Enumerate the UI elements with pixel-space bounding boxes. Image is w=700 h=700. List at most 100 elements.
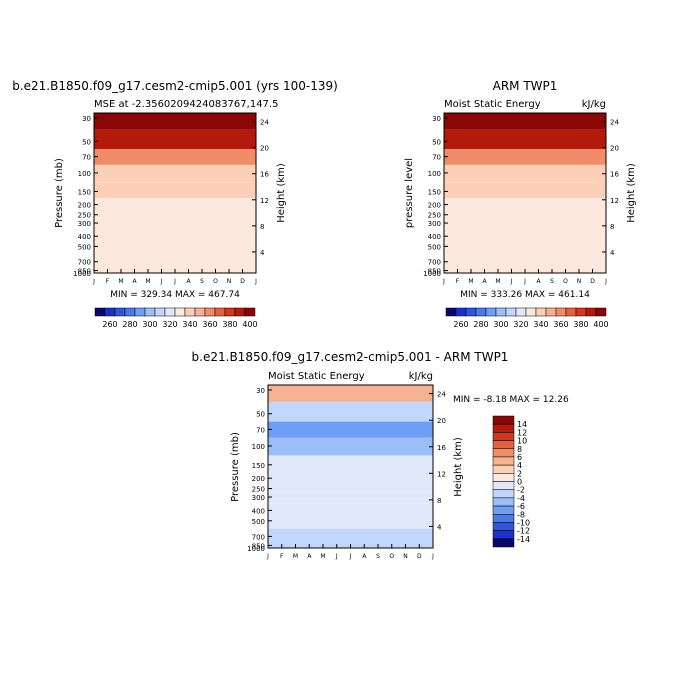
pressure-tick-label: 300 (252, 494, 265, 502)
height-tick-label: 16 (437, 444, 446, 452)
contour-band (94, 229, 256, 242)
contour-band (268, 528, 433, 541)
height-tick-label: 16 (610, 171, 619, 179)
pressure-tick-label: 700 (252, 533, 265, 541)
colorbar-label: -10 (517, 518, 530, 527)
pressure-tick-label: 250 (252, 486, 265, 494)
diff-height-label: Height (km) (453, 437, 464, 497)
colorbar-swatch (174, 307, 186, 317)
colorbar-label: 320 (513, 320, 528, 329)
month-tick-label: M (320, 553, 325, 560)
colorbar-swatch (492, 530, 515, 540)
colorbar-swatch (595, 307, 607, 317)
contour-band (444, 148, 606, 165)
colorbar-label: 380 (573, 320, 588, 329)
height-tick-label: 16 (260, 171, 269, 179)
month-tick-label: A (362, 553, 367, 560)
height-tick-label: 4 (610, 249, 615, 257)
model-title: b.e21.B1850.f09_g17.cesm2-cmip5.001 (yrs… (12, 79, 338, 93)
colorbar-swatch (492, 481, 515, 490)
colorbar-swatch (492, 489, 515, 499)
contour-band (268, 421, 433, 438)
month-tick-label: M (145, 278, 150, 285)
colorbar-swatch (565, 307, 577, 317)
obs-title: ARM TWP1 (493, 79, 558, 93)
pressure-tick-label: 30 (256, 387, 265, 395)
contour-band (94, 129, 256, 149)
pressure-tick-label: 850 (428, 268, 441, 276)
month-tick-label: J (254, 278, 257, 285)
month-tick-label: J (604, 278, 607, 285)
obs-height-ticks: 4 8 12 16 20 24 (602, 119, 619, 257)
month-tick-label: D (240, 278, 245, 285)
month-tick-label: F (280, 553, 284, 560)
pressure-tick-label: 70 (256, 426, 265, 434)
obs-height-label: Height (km) (626, 163, 637, 223)
colorbar-label: 400 (593, 320, 608, 329)
colorbar-swatch (492, 423, 515, 433)
pressure-tick-label: 1000 (423, 270, 441, 278)
contour-band (268, 471, 433, 484)
month-tick-label: J (431, 553, 434, 560)
month-tick-label: F (106, 278, 110, 285)
pressure-tick-label: 250 (78, 212, 91, 220)
pressure-tick-label: 500 (428, 243, 441, 251)
colorbar-swatch (492, 514, 515, 523)
contour-band (94, 182, 256, 198)
height-tick-label: 20 (610, 145, 619, 153)
contour-band (94, 241, 256, 255)
contour-band (444, 209, 606, 219)
colorbar-swatch (194, 307, 206, 317)
pressure-tick-label: 50 (256, 411, 265, 419)
contour-band (268, 385, 433, 402)
pressure-tick-label: 30 (82, 115, 91, 123)
height-tick-label: 8 (437, 497, 441, 505)
colorbar-label: 340 (182, 320, 197, 329)
colorbar-swatch (492, 505, 515, 515)
month-tick-label: J (266, 553, 269, 560)
pressure-tick-label: 150 (252, 462, 265, 470)
pressure-tick-label: 30 (432, 115, 441, 123)
month-tick-label: M (495, 278, 500, 285)
pressure-tick-label: 200 (252, 475, 265, 483)
contour-band (268, 492, 433, 504)
pressure-tick-label: 1000 (73, 270, 91, 278)
contour-band (444, 182, 606, 198)
colorbar-label: 340 (533, 320, 548, 329)
month-tick-label: S (376, 553, 380, 560)
pressure-tick-label: 500 (78, 243, 91, 251)
obs-panel: ARM TWP1 Moist Static Energy kJ/kg 10008… (404, 79, 637, 329)
colorbar-swatch (234, 307, 246, 317)
colorbar-label: -12 (517, 527, 530, 536)
pressure-tick-label: 50 (82, 138, 91, 146)
colorbar-swatch (104, 307, 116, 317)
month-tick-label: D (590, 278, 595, 285)
pressure-tick-label: 400 (78, 233, 91, 241)
height-tick-label: 4 (437, 523, 442, 531)
colorbar-label: -6 (517, 502, 525, 511)
contour-band (268, 503, 433, 516)
model-ylabel: Pressure (mb) (54, 158, 65, 228)
pressure-tick-label: 850 (252, 542, 265, 550)
colorbar-swatch (492, 440, 515, 449)
month-tick-label: J (523, 278, 526, 285)
colorbar-label: 360 (202, 320, 217, 329)
pressure-tick-label: 100 (428, 170, 441, 178)
month-tick-label: J (173, 278, 176, 285)
contour-band (444, 129, 606, 149)
colorbar-label: -4 (517, 494, 525, 503)
pressure-tick-label: 400 (428, 233, 441, 241)
pressure-tick-label: 250 (428, 212, 441, 220)
colorbar-label: 4 (517, 461, 522, 470)
colorbar-swatch (164, 307, 176, 317)
obs-colorbar: 260 280 300 320 340 360 380 400 (445, 307, 609, 329)
pressure-tick-label: 100 (78, 170, 91, 178)
pressure-tick-label: 70 (432, 154, 441, 162)
obs-plot-area (444, 113, 606, 273)
contour-band (444, 164, 606, 183)
month-tick-label: M (468, 278, 473, 285)
contour-band (94, 198, 256, 210)
